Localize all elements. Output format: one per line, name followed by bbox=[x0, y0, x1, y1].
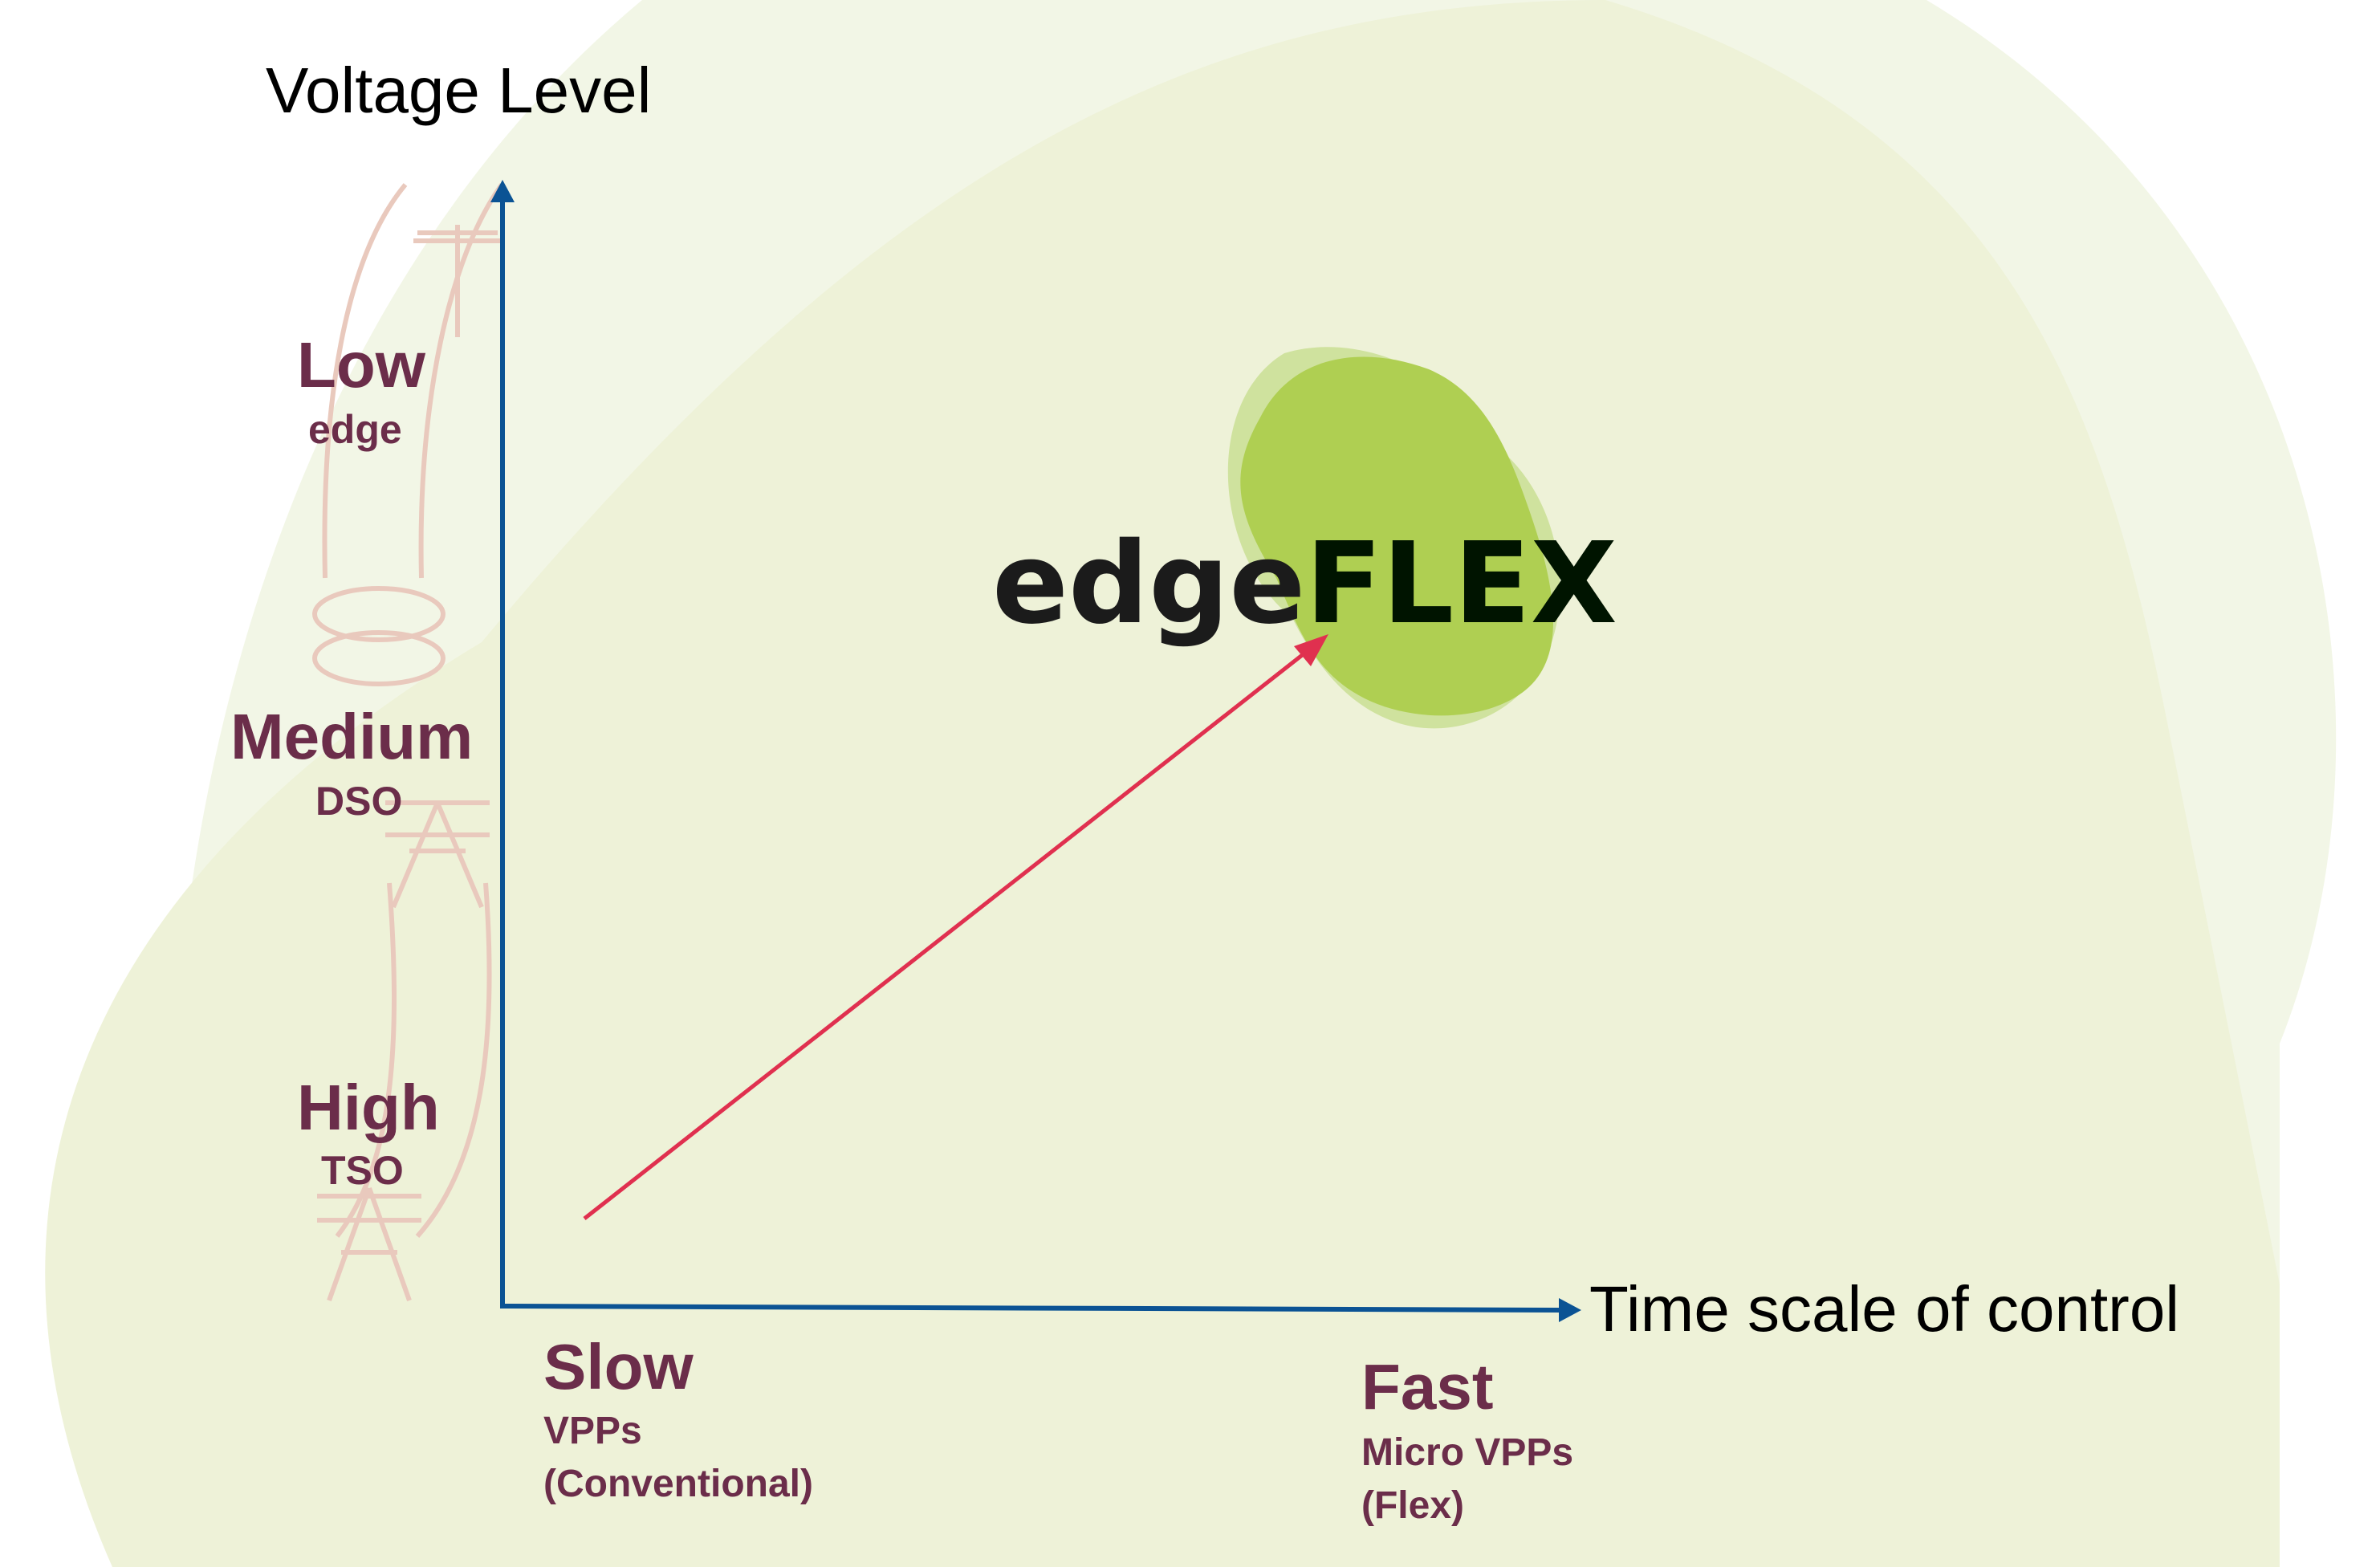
voltage-sub-edge: edge bbox=[308, 407, 402, 452]
y-axis-title: Voltage Level bbox=[266, 55, 651, 126]
x-axis bbox=[499, 1304, 1562, 1313]
voltage-level-low: Low bbox=[297, 329, 426, 401]
time-fast-line1: Micro VPPs bbox=[1361, 1431, 1573, 1474]
x-axis-arrowhead bbox=[1559, 1298, 1581, 1322]
voltage-sub-tso: TSO bbox=[321, 1148, 404, 1193]
x-axis-title: Time scale of control bbox=[1589, 1273, 2179, 1345]
voltage-sub-dso: DSO bbox=[315, 779, 402, 824]
y-axis-arrowhead bbox=[490, 180, 515, 202]
logo-text: edgeFLEX bbox=[992, 519, 1617, 649]
progress-arrow bbox=[583, 645, 1314, 1220]
logo-text-flex: FLEX bbox=[1305, 519, 1617, 649]
edgeflex-logo: edgeFLEX bbox=[992, 347, 1617, 729]
time-fast-line2: (Flex) bbox=[1361, 1484, 1464, 1527]
progress-arrowhead bbox=[1294, 634, 1328, 666]
logo-blob bbox=[1240, 356, 1553, 716]
voltage-level-high: High bbox=[297, 1072, 440, 1143]
time-scale-slow: Slow bbox=[543, 1331, 694, 1402]
background-shape-inner bbox=[45, 0, 2280, 1567]
voltage-level-medium: Medium bbox=[230, 701, 473, 772]
logo-text-edge: edge bbox=[992, 519, 1305, 649]
power-grid-illustration bbox=[312, 183, 504, 1302]
time-slow-line2: (Conventional) bbox=[543, 1463, 813, 1505]
time-scale-fast: Fast bbox=[1361, 1351, 1494, 1423]
time-slow-line1: VPPs bbox=[543, 1410, 642, 1452]
